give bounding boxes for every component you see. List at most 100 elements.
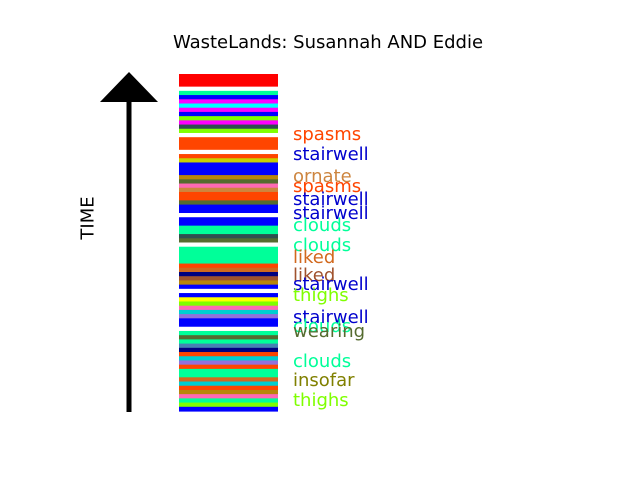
stripe-band [179,335,278,340]
stripe-band [179,385,278,391]
stripe-band [179,154,278,159]
stripe-band [179,162,278,168]
stripe-band [179,250,278,256]
word-label: thighs [293,285,349,307]
stripe-band [179,238,278,244]
word-label: stairwell [293,189,369,211]
stripe-band [179,137,278,142]
stripe-band [179,267,278,273]
stripe-band [179,259,278,265]
word-label: insofar [293,369,355,391]
stripe-band [179,132,278,138]
stripe-band [179,368,278,374]
stripe-band [179,95,278,100]
stripe-band [179,82,278,88]
stripe-band [179,242,278,248]
stripe-band [179,314,278,319]
stripe-band [179,322,278,328]
stripe-band [179,263,278,269]
stripe-band [179,99,278,105]
word-label: liked [293,265,336,287]
stripe-band [179,309,278,315]
stripe-band [179,229,278,235]
stripe-band [179,179,278,185]
stripe-band [179,175,278,180]
stripe-band [179,271,278,277]
word-label: liked [293,246,336,268]
stripe-band [179,234,278,239]
stripe-band [179,103,278,109]
stripe-band [179,225,278,231]
stripe-band [179,86,278,92]
stripe-band [179,276,278,282]
stripe-band [179,318,278,324]
word-label: wearing [293,320,366,342]
stripe-band [179,255,278,260]
stripe-band [179,128,278,134]
color-stripe [179,74,278,412]
stripe-band [179,221,278,227]
stripe-band [179,330,278,336]
stripe-band [179,191,278,197]
stripe-band [179,402,278,408]
time-arrow [100,72,158,412]
stripe-band [179,356,278,362]
word-label: clouds [293,315,352,337]
word-label: ornate [293,165,352,187]
stripe-band [179,158,278,164]
stripe-band [179,183,278,189]
stripe-band [179,373,278,378]
stripe-band [179,305,278,311]
word-label: stairwell [293,273,369,295]
word-label: clouds [293,351,352,373]
stripe-band [179,398,278,404]
stripe-band [179,145,278,151]
stripe-band [179,394,278,399]
word-label: clouds [293,234,352,256]
stripe-band [179,284,278,290]
stripe-band [179,116,278,121]
word-label: spasms [293,123,362,145]
stripe-band [179,149,278,155]
word-label: stairwell [293,307,369,329]
stripe-band [179,124,278,130]
stripe-band [179,246,278,252]
stripe-band [179,90,278,96]
stripe-band [179,288,278,294]
word-label: thighs [293,389,349,411]
stripe-band [179,170,278,176]
stripe-band [179,187,278,193]
stripe-band [179,360,278,366]
stripe-band [179,389,278,395]
stripe-band [179,377,278,383]
word-label: stairwell [293,143,369,165]
stripe-band [179,381,278,387]
stripe-band [179,352,278,357]
stripe-band [179,196,278,201]
stripe-band [179,339,278,345]
word-label: stairwell [293,202,369,224]
stripe-band [179,343,278,349]
stripe-band [179,200,278,206]
stripe-band [179,141,278,147]
stripe-band [179,326,278,332]
stripe-band [179,213,278,218]
word-label: spasms [293,175,362,197]
stripe-band [179,120,278,126]
stripe-band [179,74,278,79]
stripe-band [179,347,278,353]
stripe-band [179,406,278,412]
stripe-band [179,204,278,210]
stripe-band [179,166,278,172]
stripe-band [179,208,278,214]
stripe-band [179,297,278,303]
stripe-band [179,107,278,113]
stripe-band [179,364,278,370]
time-arrow-head [100,72,158,102]
stripe-band [179,217,278,223]
stripe-band [179,280,278,286]
stripe-band [179,78,278,84]
stripe-band [179,293,278,298]
stripe-band [179,301,278,307]
